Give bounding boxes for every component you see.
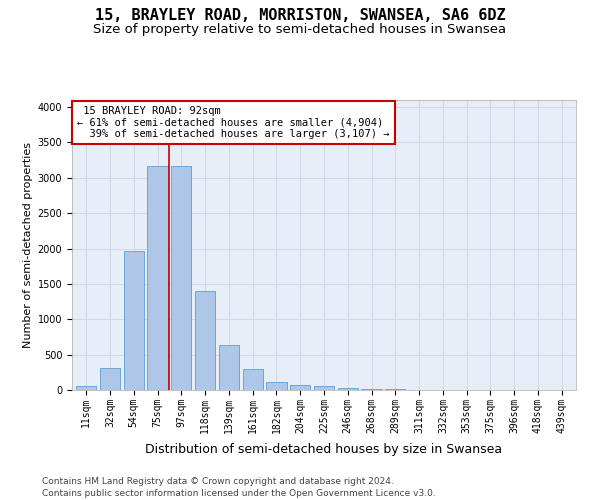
Text: 15 BRAYLEY ROAD: 92sqm
← 61% of semi-detached houses are smaller (4,904)
  39% o: 15 BRAYLEY ROAD: 92sqm ← 61% of semi-det…	[77, 106, 389, 139]
Text: Contains HM Land Registry data © Crown copyright and database right 2024.: Contains HM Land Registry data © Crown c…	[42, 478, 394, 486]
Bar	[219, 344, 239, 390]
Y-axis label: Number of semi-detached properties: Number of semi-detached properties	[23, 142, 34, 348]
Bar	[171, 166, 191, 390]
Text: Size of property relative to semi-detached houses in Swansea: Size of property relative to semi-detach…	[94, 22, 506, 36]
Bar	[338, 388, 358, 390]
Bar	[100, 368, 120, 390]
Bar	[148, 166, 167, 390]
Bar	[76, 386, 97, 390]
Bar	[266, 382, 287, 390]
Bar	[242, 369, 263, 390]
Bar	[314, 386, 334, 390]
Text: 15, BRAYLEY ROAD, MORRISTON, SWANSEA, SA6 6DZ: 15, BRAYLEY ROAD, MORRISTON, SWANSEA, SA…	[95, 8, 505, 22]
Text: Contains public sector information licensed under the Open Government Licence v3: Contains public sector information licen…	[42, 489, 436, 498]
Bar	[124, 250, 144, 390]
Bar	[195, 291, 215, 390]
Text: Distribution of semi-detached houses by size in Swansea: Distribution of semi-detached houses by …	[145, 442, 503, 456]
Bar	[290, 385, 310, 390]
